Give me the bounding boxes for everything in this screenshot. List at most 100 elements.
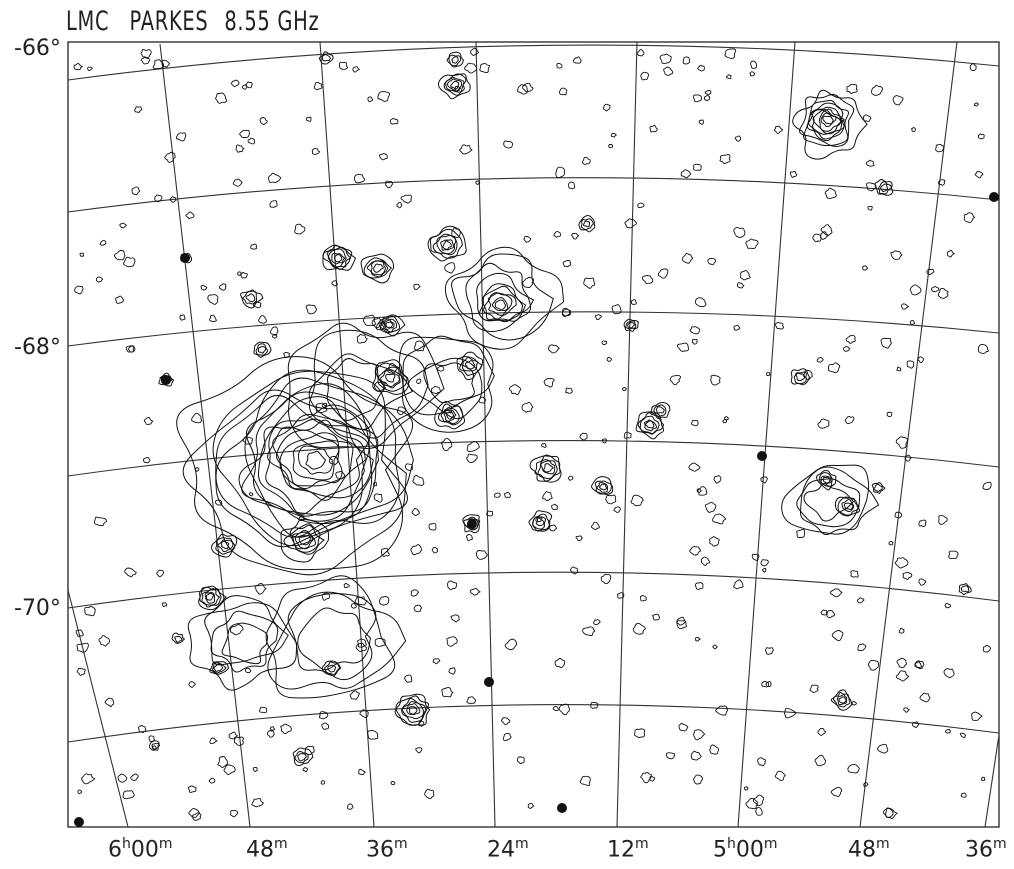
contour-ring xyxy=(830,689,853,711)
noise-contour xyxy=(649,124,659,133)
noise-contour xyxy=(541,443,547,448)
noise-contour xyxy=(692,94,702,103)
contour-ring xyxy=(318,51,334,65)
ra-label-6h00m: 6h00m xyxy=(108,836,173,863)
noise-contour xyxy=(863,781,869,788)
noise-contour xyxy=(556,62,563,69)
contour-ring xyxy=(242,290,258,305)
noise-contour xyxy=(95,276,104,283)
contour-ring xyxy=(837,496,860,517)
noise-contour xyxy=(148,735,156,742)
emission-contour xyxy=(187,602,298,691)
contour-ring xyxy=(880,183,889,193)
noise-contour xyxy=(223,764,236,775)
noise-contour xyxy=(143,456,151,464)
noise-contour xyxy=(122,790,135,800)
noise-contour xyxy=(601,340,608,346)
noise-contour xyxy=(338,61,348,70)
noise-contour xyxy=(789,171,798,178)
noise-contour xyxy=(371,317,385,329)
noise-contour xyxy=(311,147,321,155)
noise-contour xyxy=(350,603,357,609)
emission-contour xyxy=(176,356,414,571)
noise-contour xyxy=(522,82,534,93)
noise-contour xyxy=(637,202,645,209)
noise-contour xyxy=(870,84,883,96)
noise-contour xyxy=(464,62,478,74)
contour-ring xyxy=(445,76,465,93)
noise-contour xyxy=(713,475,722,484)
contour-ring xyxy=(635,411,665,440)
noise-contour xyxy=(259,117,268,125)
contour-ring xyxy=(370,260,387,276)
noise-contour xyxy=(356,333,368,344)
noise-contour xyxy=(971,711,983,721)
noise-contour xyxy=(154,194,163,202)
noise-contour xyxy=(567,181,576,190)
noise-contour xyxy=(946,249,956,258)
noise-contour xyxy=(353,174,365,184)
noise-contour xyxy=(200,284,208,291)
title-field: LMC xyxy=(66,6,110,37)
noise-contour xyxy=(943,668,955,679)
noise-contour xyxy=(404,463,414,471)
contour-ring xyxy=(578,215,596,233)
noise-contour xyxy=(331,280,338,287)
noise-contour xyxy=(688,462,701,472)
noise-contour xyxy=(87,66,93,71)
noise-contour xyxy=(465,533,473,542)
noise-contour xyxy=(895,436,909,449)
contour-ring xyxy=(380,369,401,388)
noise-contour xyxy=(349,690,360,700)
noise-contour xyxy=(242,436,254,445)
noise-contour xyxy=(575,535,583,542)
noise-contour xyxy=(134,106,143,114)
noise-contour xyxy=(861,265,869,271)
noise-contour xyxy=(909,284,922,296)
noise-contour xyxy=(124,567,137,578)
noise-contour xyxy=(760,559,769,567)
noise-contour xyxy=(188,808,200,818)
noise-contour xyxy=(637,49,645,57)
noise-contour xyxy=(784,708,797,719)
noise-contour xyxy=(396,201,403,209)
noise-contour xyxy=(945,728,952,734)
noise-contour xyxy=(450,614,460,623)
compact-source xyxy=(557,803,567,813)
noise-contour xyxy=(724,48,737,59)
contour-ring xyxy=(158,372,175,387)
contour-ring xyxy=(540,460,556,475)
contour-ring xyxy=(333,254,343,263)
noise-contour xyxy=(98,635,111,647)
noise-contour xyxy=(475,180,481,185)
contour-ring xyxy=(450,80,460,90)
noise-contour xyxy=(669,374,681,386)
contour-ring xyxy=(275,429,354,487)
noise-contour xyxy=(254,582,267,595)
noise-contour xyxy=(969,63,977,71)
dec-arc-68 xyxy=(67,571,1000,609)
noise-contour xyxy=(796,529,806,538)
contour-ring xyxy=(267,419,367,501)
noise-contour xyxy=(358,768,367,775)
contour-ring xyxy=(294,750,309,764)
noise-contour xyxy=(640,772,652,784)
noise-contour xyxy=(269,326,279,336)
contour-ring xyxy=(841,499,855,513)
noise-contour xyxy=(321,722,329,730)
dec-arc-67-30 xyxy=(67,440,1000,477)
noise-contour xyxy=(466,453,478,463)
noise-contour xyxy=(703,94,711,102)
emission-contour xyxy=(182,389,407,576)
emission-contour xyxy=(423,362,475,404)
noise-contour xyxy=(359,709,369,719)
contour-ring xyxy=(408,706,418,715)
contour-ring xyxy=(627,322,636,329)
contour-ring xyxy=(212,662,227,674)
map-title: LMC PARKES 8.55 GHz xyxy=(66,6,319,37)
noise-contour xyxy=(867,660,879,671)
noise-contour xyxy=(362,314,376,326)
noise-contour xyxy=(214,499,223,506)
noise-contour xyxy=(888,540,894,546)
contour-ring xyxy=(812,106,846,135)
